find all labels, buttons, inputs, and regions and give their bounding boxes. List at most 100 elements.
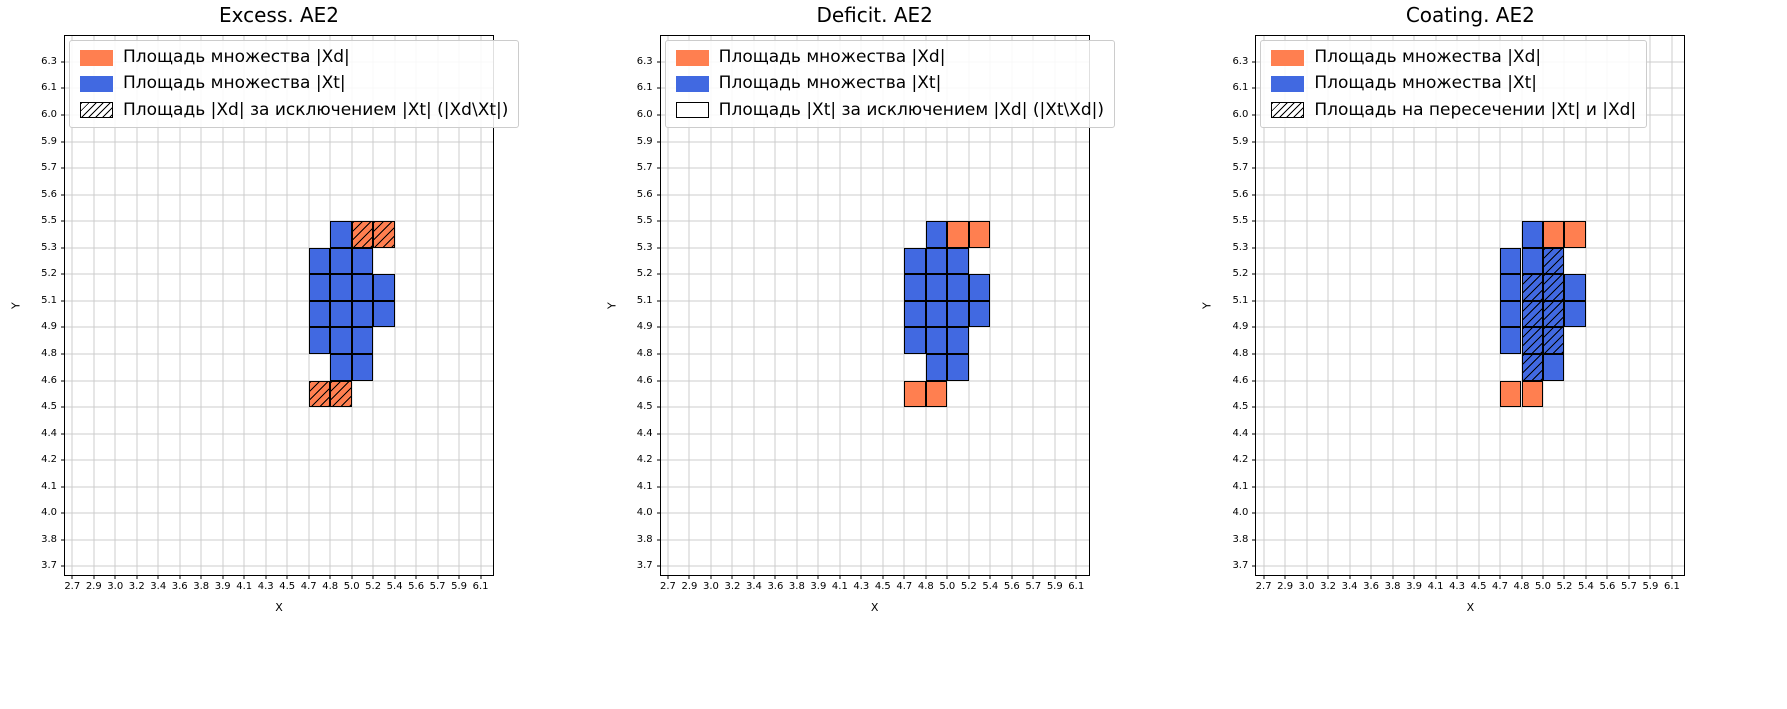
xt-set-cell bbox=[1521, 300, 1543, 328]
y-tick-mark bbox=[656, 539, 661, 541]
x-axis-title: X bbox=[275, 601, 283, 614]
gridline-vertical bbox=[1649, 36, 1651, 575]
gridline-horizontal bbox=[1256, 326, 1685, 328]
y-tick-label: 6.1 bbox=[41, 82, 57, 94]
x-tick-label: 5.7 bbox=[429, 581, 446, 592]
y-tick-mark bbox=[1252, 565, 1257, 567]
xt-set-cell bbox=[1521, 274, 1543, 301]
xt-set-cell bbox=[351, 353, 374, 381]
gridline-horizontal bbox=[1256, 380, 1685, 381]
subplot-excess: Excess. AE2 Y 2.7 2.9 3.0 3.2 3.4 3.6 3.8 3.9 4.… bbox=[0, 0, 596, 709]
y-tick-label: 5.3 bbox=[1232, 241, 1249, 253]
x-tick-mark bbox=[1435, 575, 1437, 579]
y-tick-mark bbox=[656, 273, 661, 275]
y-tick-mark bbox=[656, 380, 661, 381]
gridline-horizontal bbox=[660, 459, 1089, 461]
legend-swatch-blue bbox=[80, 75, 113, 92]
legend-item: Площадь множества |Xt| bbox=[80, 73, 508, 94]
x-tick-label: 3.8 bbox=[788, 581, 805, 592]
legend-label: Площадь множества |Xd| bbox=[1314, 47, 1542, 67]
gridline-vertical bbox=[1478, 36, 1480, 575]
x-tick-label: 5.0 bbox=[939, 581, 956, 592]
gridline-horizontal bbox=[65, 141, 493, 143]
y-tick-label: 5.9 bbox=[636, 135, 653, 147]
legend-swatch-orange bbox=[1271, 49, 1305, 66]
gridline-horizontal bbox=[65, 486, 493, 488]
x-tick-mark bbox=[179, 575, 181, 579]
xt-set-cell bbox=[351, 274, 374, 301]
y-tick-mark bbox=[656, 114, 661, 116]
y-tick-label: 6.0 bbox=[1232, 108, 1249, 120]
y-tick-label: 6.3 bbox=[636, 55, 653, 67]
y-tick-mark bbox=[1252, 406, 1257, 408]
xt-set-cell bbox=[925, 327, 948, 354]
xt-set-cell bbox=[1500, 300, 1522, 328]
x-tick-label: 3.6 bbox=[1363, 581, 1380, 592]
y-tick-label: 3.8 bbox=[41, 533, 57, 545]
x-tick-mark bbox=[839, 575, 841, 579]
gridline-vertical bbox=[437, 36, 439, 575]
legend-label: Площадь множества |Xt| bbox=[718, 73, 942, 94]
gridline-vertical bbox=[839, 36, 841, 575]
gridline-horizontal bbox=[1256, 486, 1685, 488]
x-axis-title: X bbox=[870, 601, 879, 614]
y-tick-mark bbox=[61, 326, 65, 328]
y-tick-mark bbox=[656, 220, 661, 222]
y-tick-label: 4.2 bbox=[41, 454, 57, 466]
gridline-vertical bbox=[1011, 36, 1013, 575]
y-tick-mark bbox=[1252, 433, 1257, 435]
x-tick-label: 3.8 bbox=[1384, 581, 1401, 592]
legend-label: Площадь множества |Xt| bbox=[1314, 73, 1537, 94]
y-tick-label: 5.6 bbox=[636, 188, 653, 200]
x-tick-label: 5.6 bbox=[408, 581, 425, 592]
xd-set-cell bbox=[308, 380, 331, 408]
xt-set-cell bbox=[904, 274, 926, 301]
gridline-vertical bbox=[1671, 36, 1673, 575]
y-tick-label: 5.3 bbox=[636, 241, 653, 253]
y-tick-mark bbox=[656, 194, 661, 196]
gridline-vertical bbox=[1585, 36, 1587, 575]
xd-set-cell bbox=[925, 380, 948, 408]
x-tick-label: 5.9 bbox=[1046, 581, 1063, 592]
legend: Площадь множества |Xd| Площадь множества … bbox=[1260, 40, 1648, 128]
xt-set-cell bbox=[925, 300, 948, 328]
y-tick-label: 3.7 bbox=[636, 560, 653, 572]
legend: Площадь множества |Xd| Площадь множества … bbox=[664, 40, 1116, 128]
x-tick-mark bbox=[71, 575, 73, 579]
x-tick-label: 5.2 bbox=[960, 581, 977, 592]
y-tick-mark bbox=[61, 406, 65, 408]
gridline-vertical bbox=[753, 36, 755, 575]
gridline-horizontal bbox=[1256, 512, 1685, 514]
gridline-vertical bbox=[1327, 36, 1329, 575]
gridline-vertical bbox=[1435, 36, 1437, 575]
y-tick-label: 4.2 bbox=[636, 454, 653, 466]
y-tick-mark bbox=[61, 565, 65, 567]
x-tick-label: 5.9 bbox=[1642, 581, 1659, 592]
gridline-horizontal bbox=[1256, 167, 1685, 169]
x-tick-mark bbox=[351, 575, 353, 579]
y-tick-mark bbox=[61, 247, 65, 249]
gridline-horizontal bbox=[65, 353, 493, 355]
x-tick-mark bbox=[480, 575, 482, 579]
x-tick-mark bbox=[1263, 575, 1265, 579]
gridline-vertical bbox=[1263, 36, 1265, 575]
y-tick-label: 5.5 bbox=[636, 215, 653, 227]
gridline-horizontal bbox=[1256, 300, 1685, 302]
gridline-vertical bbox=[1413, 36, 1415, 575]
x-tick-label: 5.4 bbox=[982, 581, 999, 592]
x-tick-mark bbox=[1392, 575, 1394, 579]
x-tick-label: 3.8 bbox=[193, 581, 210, 592]
x-tick-mark bbox=[882, 575, 884, 579]
x-tick-label: 3.4 bbox=[1341, 581, 1358, 592]
y-tick-mark bbox=[61, 459, 65, 461]
legend-label: Площадь множества |Xd| bbox=[123, 47, 350, 67]
plot-area-coating: 2.7 2.9 3.0 3.2 3.4 3.6 3.8 3.9 4.1 4.3 4.5 4.7 4.8 5… bbox=[1232, 35, 1686, 592]
xd-set-cell bbox=[373, 221, 395, 248]
legend-item: Площадь |Xt| за исключением |Xd| (|Xt\Xd… bbox=[675, 100, 1104, 121]
y-tick-label: 5.5 bbox=[41, 215, 57, 227]
plot-title-coating: Coating. AE2 bbox=[1405, 3, 1535, 27]
y-tick-label: 4.4 bbox=[41, 427, 57, 439]
y-axis-title: Y bbox=[1200, 302, 1214, 309]
x-tick-mark bbox=[1521, 575, 1522, 579]
x-tick-mark bbox=[753, 575, 755, 579]
